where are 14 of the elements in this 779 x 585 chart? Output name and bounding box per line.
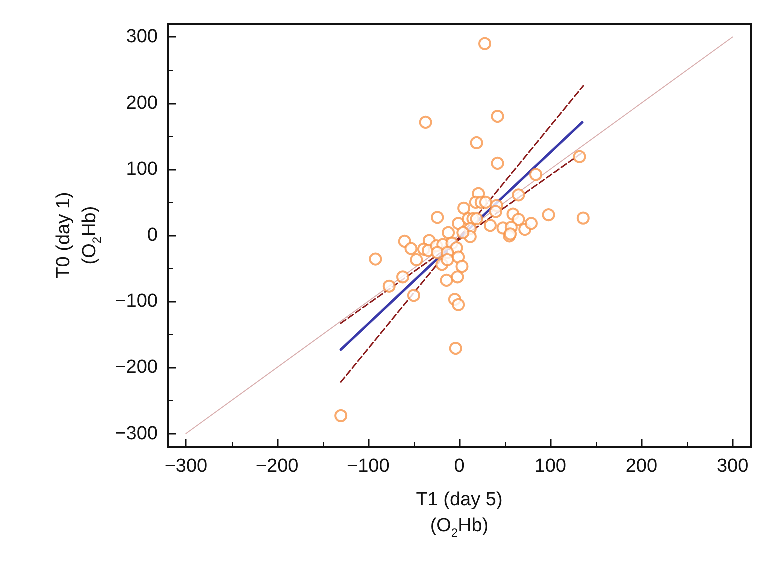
x-tick-label: −200 (256, 456, 299, 477)
x-tick-label: 100 (534, 456, 566, 477)
y-tick-label: 200 (126, 92, 158, 114)
y-tick-label: 300 (126, 26, 158, 48)
x-tick-label: −100 (347, 456, 390, 477)
x-tick-label: 300 (716, 456, 749, 477)
x-tick-label: 200 (626, 456, 658, 477)
y-tick-label: −100 (115, 291, 158, 312)
y-tick-label: 0 (147, 225, 158, 246)
y-tick-label: −300 (115, 423, 158, 444)
y-tick-label: 100 (126, 158, 158, 180)
x-tick-label: 0 (454, 456, 465, 477)
x-tick-label: −300 (164, 456, 208, 477)
y-tick-label: −200 (115, 357, 158, 378)
